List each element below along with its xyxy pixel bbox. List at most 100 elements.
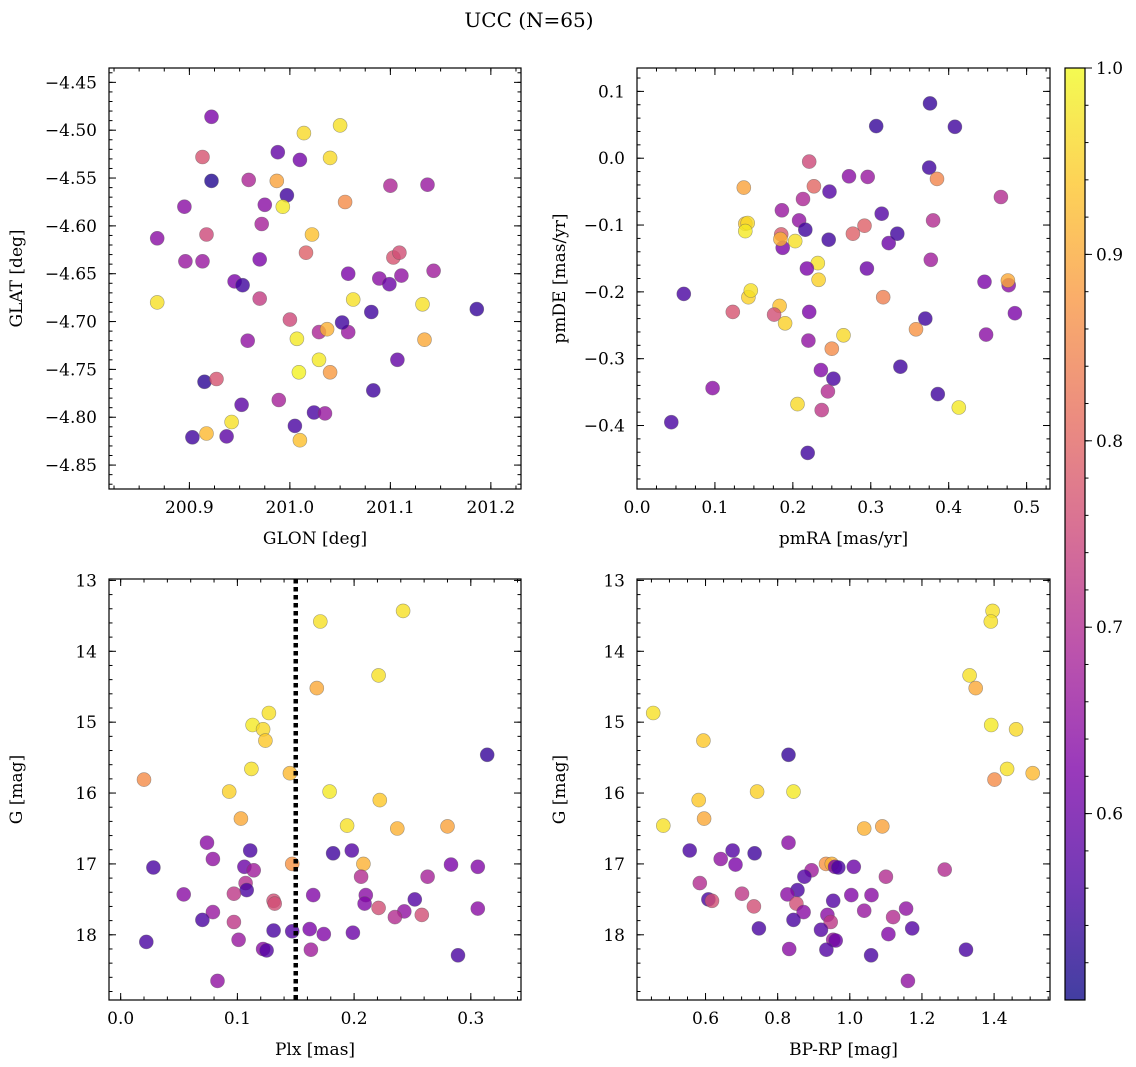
scatter-point: [226, 886, 242, 902]
y-tick-label: −0.4: [584, 417, 625, 437]
scatter-point: [289, 331, 305, 347]
scatter-point: [414, 907, 430, 923]
colorbar: 0.6 0.7 0.8 0.9 1.0: [1064, 59, 1123, 1001]
scatter-point: [291, 364, 307, 380]
scatter-point: [332, 118, 348, 133]
x-tick-label: 0.4: [935, 498, 962, 518]
y-tick-label: 14: [603, 642, 625, 662]
scatter-point: [746, 899, 762, 914]
plot-area: [109, 579, 521, 1000]
scatter-point: [415, 296, 430, 312]
scatter-point: [774, 203, 790, 218]
y-tick-label: −4.70: [45, 313, 97, 333]
scatter-point: [226, 914, 242, 930]
scatter-point: [450, 947, 466, 963]
y-tick-label: −0.2: [584, 283, 625, 303]
scatter-point: [317, 406, 333, 421]
scatter-point: [875, 289, 891, 305]
scatter-point: [696, 733, 711, 748]
scatter-point: [845, 226, 861, 241]
scatter-point: [790, 396, 805, 412]
y-tick-label: −4.65: [45, 265, 97, 285]
scatter-point: [258, 733, 273, 748]
scatter-point: [267, 896, 283, 911]
scatter-point: [242, 843, 258, 858]
x-tick-label: 0.3: [457, 1009, 484, 1029]
scatter-point: [863, 947, 879, 963]
y-tick-label: 13: [75, 571, 97, 591]
x-tick-label: 0.6: [692, 1009, 719, 1029]
scatter-point: [929, 171, 945, 187]
plot-area: [109, 68, 521, 489]
scatter-point: [372, 792, 388, 808]
scatter-point: [841, 169, 857, 184]
scatter-point: [195, 912, 210, 928]
x-axis-label: BP-RP [mag]: [789, 1040, 898, 1060]
axes-frame: [108, 578, 522, 1001]
scatter-point: [777, 315, 793, 331]
scatter-point: [292, 152, 308, 168]
scatter-point: [231, 932, 246, 948]
scatter-point: [751, 921, 767, 936]
scatter-point: [874, 819, 890, 834]
colorbar-tick-label: 0.7: [1096, 618, 1123, 638]
scatter-point: [781, 747, 796, 763]
scatter-point: [983, 717, 999, 733]
scatter-point: [337, 194, 353, 210]
scatter-point: [195, 149, 210, 165]
scatter-point: [813, 922, 829, 938]
scatter-point: [704, 893, 720, 909]
scatter-point: [947, 119, 963, 135]
scatter-point: [241, 172, 256, 188]
y-tick-label: −4.45: [45, 73, 97, 93]
scatter-point: [825, 893, 841, 909]
scatter-point: [962, 668, 977, 683]
scatter-point: [781, 835, 796, 851]
scatter-point: [787, 233, 803, 249]
x-tick-label: 201.2: [467, 498, 516, 518]
scatter-point: [235, 277, 250, 293]
scatter-point: [859, 261, 875, 276]
scatter-point: [176, 887, 191, 902]
scatter-point: [298, 245, 314, 260]
scatter-point: [440, 819, 455, 834]
scatter-point: [197, 374, 212, 390]
scatter-point: [195, 253, 210, 269]
scatter-point: [773, 231, 788, 247]
scatter-point: [786, 784, 801, 799]
x-axis-label: pmRA [mas/yr]: [779, 529, 908, 549]
x-tick-label: 201.0: [266, 498, 315, 518]
y-tick-label: 16: [603, 784, 625, 804]
scatter-point: [645, 705, 661, 721]
scatter-point: [836, 327, 851, 343]
scatter-point: [233, 811, 249, 826]
scatter-point: [885, 909, 901, 925]
scatter-point: [958, 942, 974, 958]
scatter-point: [244, 761, 259, 777]
scatter-point: [136, 772, 152, 787]
scatter-point: [1000, 273, 1016, 288]
y-tick-label: −4.60: [45, 217, 97, 237]
scatter-point: [799, 261, 815, 276]
scatter-point: [266, 923, 281, 938]
scatter-point: [363, 304, 379, 320]
scatter-point: [713, 851, 729, 867]
scatter-point: [304, 227, 320, 242]
scatter-point: [334, 315, 350, 330]
axes-frame: [108, 67, 522, 490]
scatter-point: [344, 843, 360, 858]
scatter-point: [898, 901, 914, 916]
scatter-point: [846, 859, 862, 875]
x-tick-label: 0.2: [779, 498, 806, 518]
y-tick-label: −4.75: [45, 360, 97, 380]
scatter-point: [1007, 305, 1023, 321]
scatter-point: [682, 843, 698, 858]
scatter-point: [977, 274, 992, 290]
panel-bprp-g: 0.6 0.8 1.0 1.2 1.4 13 14 15 16 17 18 BP-RP [mag] G …: [550, 571, 1051, 1060]
scatter-point: [302, 921, 318, 937]
scatter-point: [420, 177, 435, 192]
y-tick-label: −4.50: [45, 121, 97, 141]
colorbar-gradient: [1065, 68, 1085, 1000]
scatter-point: [271, 392, 287, 408]
